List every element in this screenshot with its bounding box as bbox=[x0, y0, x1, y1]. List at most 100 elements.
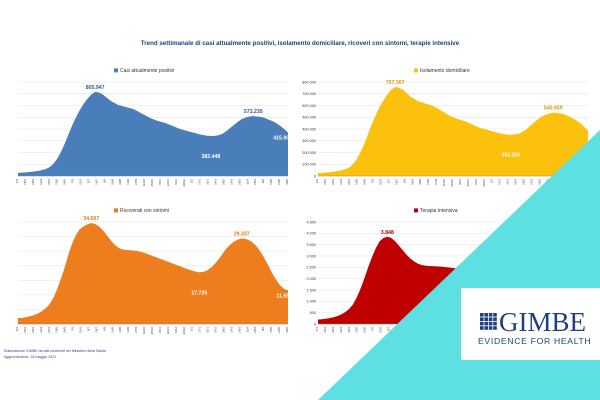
x-tick-label: 9/5 bbox=[261, 327, 265, 332]
x-tick-label: 3/1 bbox=[190, 179, 194, 184]
x-tick-label: 17/1 bbox=[198, 327, 202, 333]
x-tick-label: 1/3 bbox=[15, 327, 19, 332]
x-tick-label: 11/4 bbox=[245, 327, 249, 333]
x-tick-label: 12/4 bbox=[339, 327, 343, 333]
x-tick-label: 15/3 bbox=[23, 179, 27, 185]
x-tick-label: 25/10 bbox=[150, 179, 154, 187]
legend-label: Isolamento domiciliare bbox=[420, 68, 470, 74]
x-tick-label: 27/9 bbox=[134, 179, 138, 185]
x-tick-label: 17/1 bbox=[198, 179, 202, 185]
data-label: 17.725 bbox=[191, 290, 207, 296]
x-tick-label: 7/6 bbox=[71, 179, 75, 184]
y-tick-label: 400.000 bbox=[302, 127, 316, 131]
x-tick-label: 25/10 bbox=[150, 327, 154, 335]
series-area bbox=[18, 222, 288, 324]
x-tick-label: 2/8 bbox=[102, 179, 106, 184]
x-tick-label: 31/1 bbox=[206, 179, 210, 185]
x-tick-label: 25/10 bbox=[450, 179, 454, 187]
y-tick-label: 4.500 bbox=[306, 220, 316, 224]
x-tick-label: 31/1 bbox=[506, 179, 510, 185]
data-label: 757.307 bbox=[386, 80, 405, 86]
x-tick-label: 28/3 bbox=[237, 179, 241, 185]
brand-grid-cell bbox=[493, 321, 497, 326]
brand-panel bbox=[461, 288, 600, 360]
brand-grid-cell bbox=[484, 317, 488, 321]
x-tick-label: 30/5 bbox=[285, 327, 289, 333]
legend-label: Ricoverati con sintomi bbox=[120, 208, 169, 214]
x-tick-label: 8/11 bbox=[158, 327, 162, 333]
x-tick-label: 16/5 bbox=[269, 179, 273, 185]
x-tick-label: 1/3 bbox=[315, 327, 319, 332]
x-tick-label: 5/7 bbox=[86, 327, 90, 332]
series-area bbox=[18, 91, 288, 176]
x-tick-label: 22/11 bbox=[466, 179, 470, 187]
x-tick-label: 9/5 bbox=[261, 179, 265, 184]
x-tick-label: 21/6 bbox=[379, 179, 383, 185]
x-tick-label: 15/3 bbox=[23, 327, 27, 333]
x-tick-label: 8/11 bbox=[158, 179, 162, 185]
x-tick-label: 10/5 bbox=[55, 327, 59, 333]
x-tick-label: 1/3 bbox=[15, 179, 19, 184]
data-label: 805.947 bbox=[86, 85, 105, 91]
x-tick-label: 31/1 bbox=[206, 327, 210, 333]
y-tick-label: 200.000 bbox=[302, 151, 316, 155]
x-tick-label: 19/7 bbox=[394, 179, 398, 185]
x-tick-label: 6/12 bbox=[174, 179, 178, 185]
x-tick-label: 19/7 bbox=[94, 179, 98, 185]
x-tick-label: 21/6 bbox=[379, 327, 383, 333]
x-tick-label: 6/12 bbox=[174, 327, 178, 333]
x-tick-label: 14/2 bbox=[214, 179, 218, 185]
x-tick-label: 21/6 bbox=[79, 327, 83, 333]
x-tick-label: 23/5 bbox=[277, 179, 281, 185]
x-tick-label: 19/7 bbox=[94, 327, 98, 333]
y-tick-label: 1.000 bbox=[306, 300, 316, 304]
data-label: 540.659 bbox=[544, 105, 563, 111]
chart-panel-2: 0 100.000 200.000 300.000 400.000 500.000 600.… bbox=[302, 68, 589, 187]
x-tick-label: 30/8 bbox=[118, 327, 122, 333]
x-tick-label: 7/6 bbox=[71, 327, 75, 332]
x-tick-label: 26/4 bbox=[347, 327, 351, 333]
x-tick-label: 2/8 bbox=[102, 327, 106, 332]
x-tick-label: 27/9 bbox=[434, 179, 438, 185]
y-tick-label: 3.000 bbox=[306, 254, 316, 258]
x-tick-label: 23/5 bbox=[277, 327, 281, 333]
x-tick-label: 13/9 bbox=[126, 179, 130, 185]
x-tick-label: 29/3 bbox=[331, 179, 335, 185]
x-tick-label: 14/2 bbox=[514, 179, 518, 185]
brand-grid-cell bbox=[484, 326, 488, 330]
data-label: 3.848 bbox=[381, 230, 394, 236]
x-tick-label: 10/5 bbox=[355, 327, 359, 333]
x-tick-label: 3/1 bbox=[190, 327, 194, 332]
x-tick-label: 26/4 bbox=[47, 179, 51, 185]
y-tick-label: 2.500 bbox=[306, 266, 316, 270]
brand-grid-cell bbox=[493, 313, 497, 317]
x-tick-label: 16/5 bbox=[269, 327, 273, 333]
x-tick-label: 11/10 bbox=[142, 327, 146, 335]
data-label: 29.337 bbox=[234, 232, 250, 238]
x-tick-label: 11/4 bbox=[245, 179, 249, 185]
legend-label: Terapia intensiva bbox=[420, 208, 458, 214]
x-tick-label: 22/11 bbox=[166, 327, 170, 335]
x-tick-label: 28/3 bbox=[537, 179, 541, 185]
x-tick-label: 12/4 bbox=[339, 179, 343, 185]
x-tick-label: 24/5 bbox=[363, 179, 367, 185]
brand-grid-cell bbox=[480, 321, 484, 326]
x-tick-label: 29/3 bbox=[331, 327, 335, 333]
x-tick-label: 11/10 bbox=[142, 179, 146, 187]
x-tick-label: 28/2 bbox=[521, 179, 525, 185]
x-tick-label: 14/3 bbox=[229, 179, 233, 185]
x-tick-label: 24/5 bbox=[363, 327, 367, 333]
y-tick-label: 2.000 bbox=[306, 277, 316, 281]
x-tick-label: 12/4 bbox=[39, 327, 43, 333]
legend-swatch bbox=[414, 68, 418, 73]
x-tick-label: 14/3 bbox=[229, 327, 233, 333]
brand-grid-cell bbox=[488, 326, 493, 330]
x-tick-label: 5/7 bbox=[86, 179, 90, 184]
y-tick-label: 600.000 bbox=[302, 104, 316, 108]
x-tick-label: 30/5 bbox=[285, 179, 289, 185]
x-tick-label: 6/12 bbox=[474, 179, 478, 185]
brand-grid-cell bbox=[480, 326, 484, 330]
x-tick-label: 20/12 bbox=[182, 327, 186, 335]
x-tick-label: 5/7 bbox=[386, 327, 390, 332]
